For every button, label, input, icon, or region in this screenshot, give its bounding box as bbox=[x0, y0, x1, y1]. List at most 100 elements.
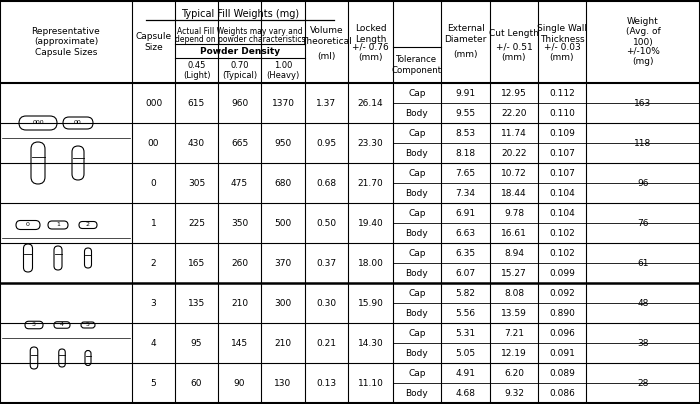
Text: 8.53: 8.53 bbox=[456, 128, 475, 137]
Text: +/-10%
(mg): +/-10% (mg) bbox=[626, 46, 660, 66]
Text: depend on powder characteristics: depend on powder characteristics bbox=[175, 36, 305, 44]
Text: 7.34: 7.34 bbox=[456, 189, 475, 198]
Text: 60: 60 bbox=[190, 379, 202, 387]
Text: 96: 96 bbox=[637, 179, 649, 187]
Text: 0.68: 0.68 bbox=[316, 179, 337, 187]
Text: (mm): (mm) bbox=[454, 50, 477, 59]
Text: 0.104: 0.104 bbox=[549, 189, 575, 198]
Text: 1.37: 1.37 bbox=[316, 99, 337, 107]
FancyBboxPatch shape bbox=[81, 322, 95, 328]
Text: 2: 2 bbox=[86, 223, 90, 227]
Text: 0.086: 0.086 bbox=[549, 389, 575, 398]
Text: 118: 118 bbox=[634, 139, 652, 147]
Text: 0.45
(Light): 0.45 (Light) bbox=[183, 61, 210, 80]
Text: 0.70
(Typical): 0.70 (Typical) bbox=[222, 61, 257, 80]
Text: 10.72: 10.72 bbox=[501, 168, 527, 177]
Text: Cap: Cap bbox=[408, 168, 426, 177]
Text: 18.00: 18.00 bbox=[358, 259, 384, 267]
Text: 0.13: 0.13 bbox=[316, 379, 337, 387]
Text: 11.74: 11.74 bbox=[501, 128, 527, 137]
Text: 38: 38 bbox=[637, 339, 649, 347]
Text: 8.94: 8.94 bbox=[504, 248, 524, 257]
Text: 0.107: 0.107 bbox=[549, 168, 575, 177]
Text: 48: 48 bbox=[637, 299, 649, 307]
Text: 9.91: 9.91 bbox=[456, 88, 475, 97]
Text: 7.21: 7.21 bbox=[504, 328, 524, 337]
Text: Cap: Cap bbox=[408, 88, 426, 97]
Text: 7.65: 7.65 bbox=[456, 168, 475, 177]
Text: 5.05: 5.05 bbox=[456, 349, 475, 358]
Text: 130: 130 bbox=[274, 379, 292, 387]
Text: +/- 0.03
(mm): +/- 0.03 (mm) bbox=[544, 42, 580, 62]
Text: 0.107: 0.107 bbox=[549, 149, 575, 158]
Text: 300: 300 bbox=[274, 299, 292, 307]
Text: +/- 0.76
(mm): +/- 0.76 (mm) bbox=[352, 42, 389, 62]
Text: Typical Fill Weights (mg): Typical Fill Weights (mg) bbox=[181, 9, 299, 19]
Text: 00: 00 bbox=[148, 139, 160, 147]
Text: 0.104: 0.104 bbox=[549, 208, 575, 217]
FancyBboxPatch shape bbox=[63, 117, 93, 129]
Text: 0: 0 bbox=[150, 179, 156, 187]
Text: 0.37: 0.37 bbox=[316, 259, 337, 267]
Text: Body: Body bbox=[405, 149, 428, 158]
Text: 430: 430 bbox=[188, 139, 205, 147]
Text: Body: Body bbox=[405, 229, 428, 238]
Text: Actual Fill Weights may vary and: Actual Fill Weights may vary and bbox=[177, 27, 303, 36]
Text: 18.44: 18.44 bbox=[501, 189, 527, 198]
FancyBboxPatch shape bbox=[72, 146, 84, 180]
FancyBboxPatch shape bbox=[19, 116, 57, 130]
Text: 260: 260 bbox=[231, 259, 248, 267]
FancyBboxPatch shape bbox=[59, 349, 65, 367]
Text: 0.21: 0.21 bbox=[316, 339, 337, 347]
Text: 3: 3 bbox=[32, 322, 36, 328]
Text: 4.68: 4.68 bbox=[456, 389, 475, 398]
Text: 165: 165 bbox=[188, 259, 205, 267]
FancyBboxPatch shape bbox=[79, 221, 97, 229]
Text: 0.50: 0.50 bbox=[316, 219, 337, 227]
Text: 475: 475 bbox=[231, 179, 248, 187]
Text: 5.31: 5.31 bbox=[456, 328, 475, 337]
Text: 5.82: 5.82 bbox=[456, 288, 475, 297]
Text: 135: 135 bbox=[188, 299, 205, 307]
FancyBboxPatch shape bbox=[30, 347, 38, 369]
Text: 4.91: 4.91 bbox=[456, 368, 475, 377]
Text: Cap: Cap bbox=[408, 328, 426, 337]
Text: 4: 4 bbox=[150, 339, 156, 347]
Text: 680: 680 bbox=[274, 179, 292, 187]
Text: 6.91: 6.91 bbox=[456, 208, 475, 217]
Text: 22.20: 22.20 bbox=[501, 109, 526, 118]
Text: Body: Body bbox=[405, 349, 428, 358]
Text: 20.22: 20.22 bbox=[501, 149, 526, 158]
Text: 12.19: 12.19 bbox=[501, 349, 527, 358]
Text: Body: Body bbox=[405, 269, 428, 278]
Text: 0.091: 0.091 bbox=[549, 349, 575, 358]
Text: 615: 615 bbox=[188, 99, 205, 107]
Text: 225: 225 bbox=[188, 219, 205, 227]
Text: 6.63: 6.63 bbox=[456, 229, 475, 238]
Text: 4: 4 bbox=[60, 322, 64, 328]
Text: 000: 000 bbox=[145, 99, 162, 107]
FancyBboxPatch shape bbox=[54, 246, 62, 270]
Text: 0.102: 0.102 bbox=[549, 248, 575, 257]
Text: 95: 95 bbox=[190, 339, 202, 347]
Text: 16.61: 16.61 bbox=[501, 229, 527, 238]
Text: 0.95: 0.95 bbox=[316, 139, 337, 147]
Text: 9.78: 9.78 bbox=[504, 208, 524, 217]
Text: 0: 0 bbox=[26, 223, 30, 227]
Text: 76: 76 bbox=[637, 219, 649, 227]
Text: 6.20: 6.20 bbox=[504, 368, 524, 377]
Text: 163: 163 bbox=[634, 99, 652, 107]
Text: Representative
(approximate)
Capsule Sizes: Representative (approximate) Capsule Siz… bbox=[32, 27, 100, 57]
Text: 8.18: 8.18 bbox=[456, 149, 475, 158]
Text: 61: 61 bbox=[637, 259, 649, 267]
Text: 23.30: 23.30 bbox=[358, 139, 384, 147]
Text: Cap: Cap bbox=[408, 128, 426, 137]
Text: 21.70: 21.70 bbox=[358, 179, 384, 187]
Text: 3: 3 bbox=[150, 299, 156, 307]
Text: 1370: 1370 bbox=[272, 99, 295, 107]
Text: 15.90: 15.90 bbox=[358, 299, 384, 307]
FancyBboxPatch shape bbox=[54, 322, 70, 328]
Text: Body: Body bbox=[405, 389, 428, 398]
Text: 2: 2 bbox=[150, 259, 156, 267]
Text: 5: 5 bbox=[86, 322, 90, 328]
